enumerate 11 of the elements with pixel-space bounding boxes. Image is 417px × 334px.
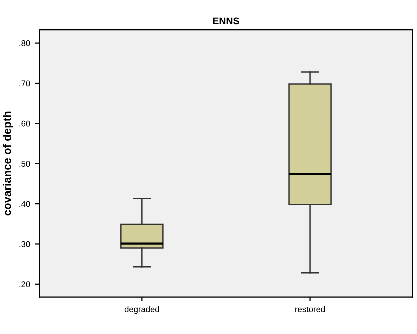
y-tick-label: .40	[20, 201, 30, 208]
chart-title: ENNS	[213, 18, 240, 25]
y-tick-label: .60	[20, 120, 30, 127]
x-tick-label: degraded	[124, 306, 160, 314]
y-axis-title: covariance of depth	[3, 112, 14, 216]
y-tick-label: .70	[20, 80, 30, 87]
y-tick-label: .50	[20, 161, 30, 167]
y-tick-label: .20	[20, 282, 30, 288]
y-tick-label: .30	[20, 241, 30, 248]
y-tick-label: .80	[20, 40, 30, 46]
x-tick-label: restored	[296, 306, 326, 312]
